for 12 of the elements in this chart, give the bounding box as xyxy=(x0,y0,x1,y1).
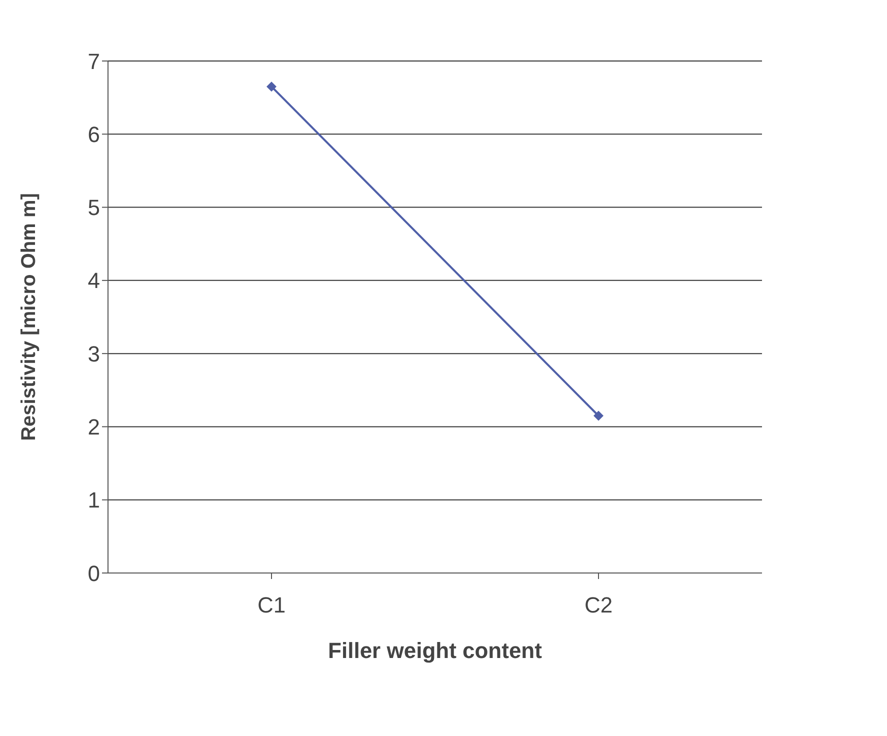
y-axis-title: Resistivity [micro Ohm m] xyxy=(18,193,40,441)
y-tick-label: 1 xyxy=(88,488,100,513)
y-tick-label: 5 xyxy=(88,195,100,220)
y-tick-label: 4 xyxy=(88,268,100,294)
y-tick-label: 7 xyxy=(88,48,100,74)
y-tick-label: 6 xyxy=(88,122,100,147)
y-tick-label: 2 xyxy=(88,414,100,440)
x-axis-title: Filler weight content xyxy=(328,638,543,663)
x-tick-label: C2 xyxy=(584,592,613,618)
y-tick-label: 0 xyxy=(88,560,100,586)
x-tick-label: C1 xyxy=(257,592,286,618)
y-tick-label: 3 xyxy=(88,341,100,366)
